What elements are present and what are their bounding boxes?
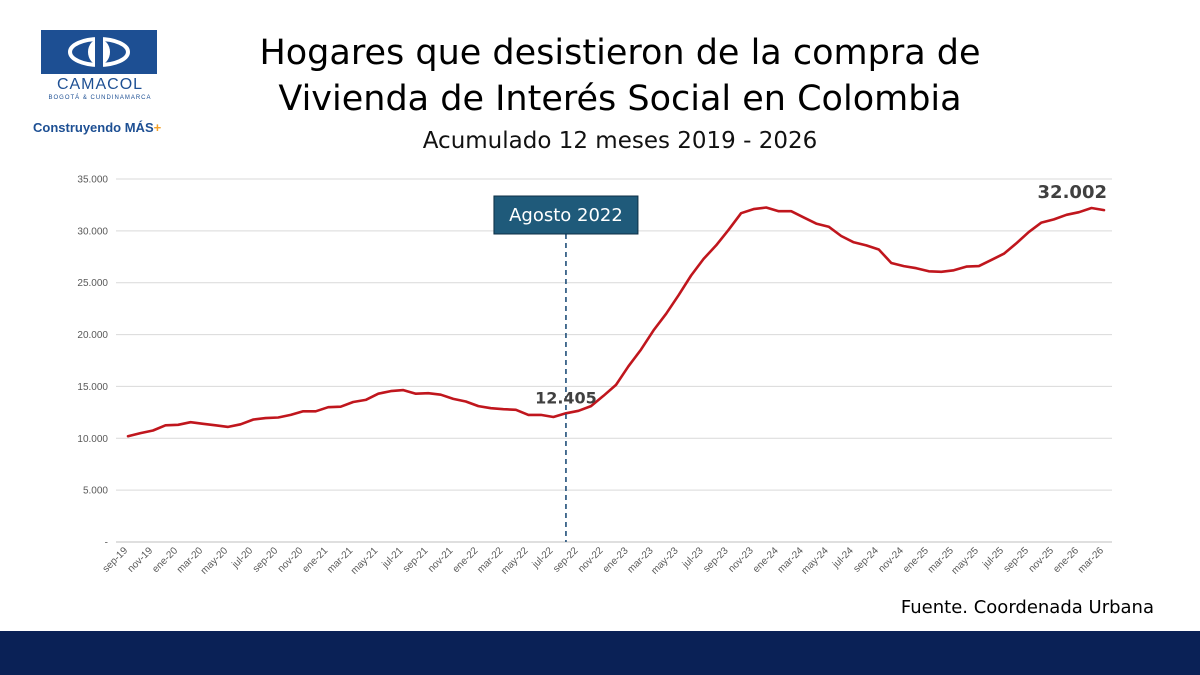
x-tick-label: sep-25	[1002, 545, 1032, 575]
y-tick-label: 20.000	[77, 330, 108, 341]
x-tick-label: nov-21	[426, 545, 456, 575]
brand-plus-mark: +	[153, 120, 162, 135]
x-tick-label: may-20	[199, 545, 231, 577]
y-tick-label: -	[105, 538, 108, 549]
y-tick-label: 5.000	[83, 486, 108, 497]
x-tick-label: mar-26	[1076, 545, 1106, 575]
x-tick-label: ene-24	[751, 545, 781, 575]
x-tick-label: ene-23	[601, 545, 631, 575]
x-tick-label: sep-21	[401, 545, 431, 575]
y-tick-label: 35.000	[77, 175, 108, 186]
brand-tagline: Construyendo MÁS+	[33, 120, 161, 135]
x-tick-label: ene-20	[150, 545, 180, 575]
y-tick-label: 10.000	[77, 434, 108, 445]
y-tick-label: 25.000	[77, 278, 108, 289]
chart-title-line-2: Vivienda de Interés Social en Colombia	[278, 79, 962, 119]
x-tick-label: ene-26	[1051, 545, 1081, 575]
brand-region: BOGOTÁ & CUNDINAMARCA	[48, 95, 152, 101]
x-tick-label: may-21	[349, 545, 381, 577]
chart-title-line-1: Hogares que desistieron de la compra de	[259, 33, 981, 73]
x-tick-label: ene-21	[301, 545, 331, 575]
x-tick-label: nov-20	[276, 545, 306, 575]
x-tick-label: sep-19	[101, 545, 131, 575]
y-tick-label: 15.000	[77, 382, 108, 393]
x-tick-label: sep-20	[251, 545, 281, 575]
camacol-logo: CAMACOL BOGOTÁ & CUNDINAMARCA Construyen…	[33, 26, 168, 135]
x-tick-label: nov-25	[1027, 545, 1057, 575]
y-tick-label: 30.000	[77, 226, 108, 237]
series-line	[126, 206, 1106, 438]
chart-subtitle: Acumulado 12 meses 2019 - 2026	[422, 128, 818, 154]
footer-bar	[0, 631, 1200, 675]
x-tick-label: sep-24	[851, 545, 881, 575]
x-tick-label: ene-22	[451, 545, 481, 575]
x-tick-label: may-25	[950, 545, 982, 577]
x-tick-label: nov-22	[576, 545, 606, 575]
line-chart: - 5.000 10.000 15.000 20.000 25.000 30.000 35.0…	[77, 175, 1112, 577]
x-tick-label: nov-24	[877, 545, 907, 575]
source-note: Fuente. Coordenada Urbana	[900, 597, 1154, 618]
x-tick-label: sep-23	[701, 545, 731, 575]
camacol-emblem-icon	[68, 37, 130, 67]
brand-tagline-text: Construyendo MÁS	[33, 120, 154, 135]
brand-name: CAMACOL	[56, 76, 144, 93]
x-tick-label: sep-22	[551, 545, 581, 575]
x-tick-label: may-24	[799, 545, 831, 577]
data-label: 12.405	[535, 388, 597, 407]
x-tick-label: may-23	[649, 545, 681, 577]
x-tick-label: may-22	[499, 545, 531, 577]
annotation-box-label: Agosto 2022	[509, 205, 623, 226]
chart-title: Hogares que desistieron de la compra de …	[190, 30, 1050, 122]
x-tick-label: nov-23	[726, 545, 756, 575]
camacol-emblem	[41, 30, 157, 74]
annotation-box	[493, 195, 639, 235]
data-label: 32.002	[1038, 182, 1107, 203]
x-tick-label: ene-25	[901, 545, 931, 575]
x-tick-label: nov-19	[126, 545, 156, 575]
